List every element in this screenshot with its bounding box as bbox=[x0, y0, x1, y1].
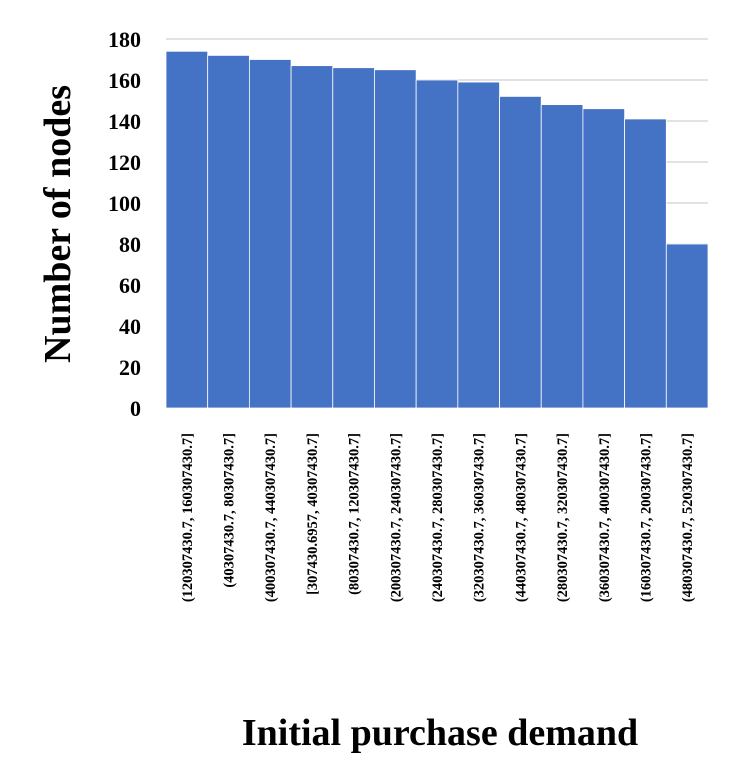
x-tick-label: (280307430.7, 320307430.7] bbox=[555, 433, 571, 602]
bar bbox=[165, 50, 209, 409]
x-axis-label: Initial purchase demand bbox=[242, 712, 638, 754]
y-tick-label: 120 bbox=[108, 150, 141, 175]
y-axis-label: Number of nodes bbox=[37, 85, 79, 363]
y-axis-ticks: 0 20 40 60 80 100 120 140 160 180 bbox=[108, 27, 141, 421]
bar bbox=[415, 79, 459, 409]
x-tick-label: [307430.6957, 40307430.7] bbox=[305, 433, 321, 595]
x-tick-label: (240307430.7, 280307430.7] bbox=[430, 433, 446, 602]
x-tick-label: (160307430.7, 200307430.7] bbox=[638, 433, 654, 602]
x-tick-label: (440307430.7, 480307430.7] bbox=[513, 433, 529, 602]
bar bbox=[499, 96, 542, 409]
x-tick-label: (400307430.7, 440307430.7] bbox=[263, 433, 279, 602]
bar bbox=[624, 118, 667, 409]
x-axis-ticks: (120307430.7, 160307430.7] (40307430.7, 8… bbox=[180, 433, 696, 602]
x-tick-label: (40307430.7, 80307430.7] bbox=[222, 433, 238, 588]
y-tick-label: 0 bbox=[130, 396, 141, 421]
x-tick-label: (80307430.7, 120307430.7] bbox=[347, 433, 363, 595]
bar bbox=[248, 59, 292, 409]
y-tick-label: 60 bbox=[119, 273, 141, 298]
bar bbox=[457, 81, 500, 409]
bar bbox=[582, 108, 626, 409]
y-tick-label: 20 bbox=[119, 355, 141, 380]
bar bbox=[207, 55, 250, 409]
y-tick-label: 140 bbox=[108, 109, 141, 134]
x-tick-label: (120307430.7, 160307430.7] bbox=[180, 433, 196, 602]
bar bbox=[374, 69, 417, 409]
x-tick-label: (200307430.7, 240307430.7] bbox=[388, 433, 404, 602]
bars bbox=[165, 50, 709, 409]
y-tick-label: 160 bbox=[108, 68, 141, 93]
x-tick-label: (320307430.7, 360307430.7] bbox=[472, 433, 488, 602]
bar bbox=[332, 67, 375, 409]
x-tick-label: (480307430.7, 520307430.7] bbox=[680, 433, 696, 602]
x-tick-label: (360307430.7, 400307430.7] bbox=[597, 433, 613, 602]
bar bbox=[290, 65, 334, 409]
y-tick-label: 180 bbox=[108, 27, 141, 52]
bar bbox=[540, 104, 584, 409]
y-tick-label: 80 bbox=[119, 232, 141, 257]
y-tick-label: 40 bbox=[119, 314, 141, 339]
bar bbox=[665, 243, 709, 409]
y-tick-label: 100 bbox=[108, 191, 141, 216]
